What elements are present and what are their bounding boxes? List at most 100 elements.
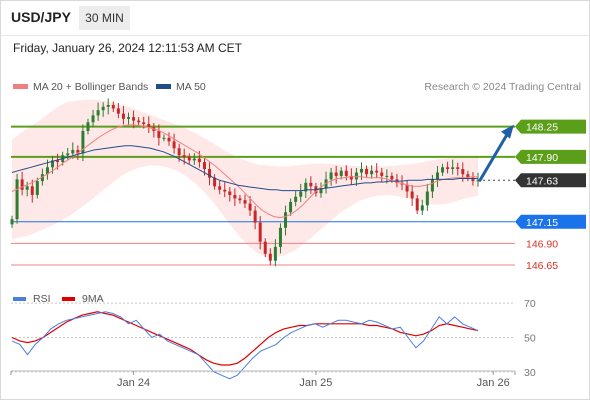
candle-body <box>25 186 29 190</box>
candle-body <box>446 167 450 170</box>
candle-body <box>339 170 343 176</box>
candle-body <box>132 117 136 121</box>
candle-body <box>349 175 353 180</box>
candle-body <box>202 162 206 170</box>
candle-body <box>258 222 262 242</box>
candle-body <box>329 172 333 180</box>
candle-body <box>243 200 247 204</box>
ma50-legend-label: MA 50 <box>176 81 206 93</box>
time-axis: Jan 24 Jan 25 Jan 26 <box>10 371 516 389</box>
candle-body <box>172 141 176 149</box>
candle-body <box>375 170 379 173</box>
candle-body <box>51 160 55 168</box>
candle-body <box>101 106 105 111</box>
candle-body <box>228 191 232 195</box>
price-panel: 148.25 147.90 147.63 147.15 146.90 146.65 <box>10 98 586 272</box>
candle-body <box>223 189 227 192</box>
time-label: Jan 26 <box>477 377 510 389</box>
candle-body <box>284 212 288 228</box>
price-level-label: 147.90 <box>526 152 558 164</box>
candle-body <box>334 172 338 176</box>
candle-body <box>268 253 272 261</box>
forecast-arrow-shaft <box>478 133 509 182</box>
rsi-ma-legend-label: 9MA <box>82 293 104 305</box>
candle-body <box>263 241 267 254</box>
candle-body <box>142 122 146 125</box>
rsi-line <box>11 311 479 380</box>
candle-body <box>111 105 115 109</box>
candle-body <box>273 246 277 261</box>
candle-body <box>385 175 389 177</box>
forecast-arrow-head <box>501 124 514 139</box>
candle-body <box>147 124 151 128</box>
candle-body <box>30 186 34 195</box>
price-level-tag <box>515 149 586 164</box>
price-level-label: 148.25 <box>526 122 558 134</box>
rsi-legend-label: RSI <box>33 293 51 305</box>
candle-body <box>137 120 141 123</box>
candle-body <box>299 191 303 197</box>
ma50-legend-swatch <box>156 84 171 89</box>
candle-body <box>390 175 394 180</box>
candle-body <box>304 182 308 192</box>
candle-body <box>86 122 90 131</box>
candle-body <box>248 203 252 211</box>
bollinger-band <box>12 99 478 258</box>
ma20-line <box>11 124 478 219</box>
candle-body <box>96 110 100 116</box>
candle-body <box>278 227 282 247</box>
research-credit: Research © 2024 Trading Central <box>424 81 581 93</box>
candle-body <box>157 130 161 138</box>
candle-body <box>425 191 429 206</box>
candle-body <box>365 169 369 175</box>
candle-body <box>233 194 237 199</box>
candle-body <box>182 155 186 157</box>
candle-body <box>294 196 298 202</box>
candle-body <box>435 172 439 180</box>
candle-body <box>45 167 49 175</box>
candle-body <box>354 172 358 180</box>
candle-body <box>35 181 39 195</box>
candle-body <box>213 177 217 187</box>
price-level-tag <box>515 173 586 188</box>
candle-body <box>192 158 196 161</box>
rsi-legend-swatch <box>13 297 26 301</box>
candle-body <box>187 156 191 161</box>
candle-body <box>238 198 242 201</box>
candle-body <box>126 117 131 119</box>
ma50-line <box>11 145 478 192</box>
candle-body <box>415 198 419 211</box>
candle-body <box>66 153 70 156</box>
header-divider <box>0 35 590 36</box>
candle-body <box>208 169 212 178</box>
candle-body <box>430 179 434 192</box>
candle-body <box>197 158 201 163</box>
candle-body <box>471 177 475 182</box>
time-label: Jan 25 <box>299 377 332 389</box>
price-level-label: 146.90 <box>526 238 558 250</box>
candle-body <box>456 167 460 170</box>
price-level-label: 147.15 <box>526 217 558 229</box>
candle-body <box>441 167 445 173</box>
time-label: Jan 24 <box>117 377 150 389</box>
candle-body <box>253 210 257 223</box>
candle-body <box>40 174 44 182</box>
candle-body <box>370 170 374 175</box>
ma20-legend-swatch <box>13 84 28 89</box>
candle-body <box>218 186 222 190</box>
candle-body <box>461 169 465 175</box>
timeframe-button[interactable]: 30 MIN <box>79 6 130 30</box>
rsi-ma-legend-swatch <box>62 297 75 301</box>
candle-body <box>420 205 424 211</box>
price-level-tag <box>515 214 586 229</box>
price-level-label: 147.63 <box>526 175 558 187</box>
candle-body <box>106 105 110 107</box>
candle-body <box>91 115 95 123</box>
candle-body <box>167 137 171 142</box>
candle-body <box>116 108 120 114</box>
candle-body <box>405 184 409 192</box>
candle-body <box>121 113 125 119</box>
candle-body <box>410 191 414 199</box>
symbol-title: USD/JPY <box>11 9 71 25</box>
